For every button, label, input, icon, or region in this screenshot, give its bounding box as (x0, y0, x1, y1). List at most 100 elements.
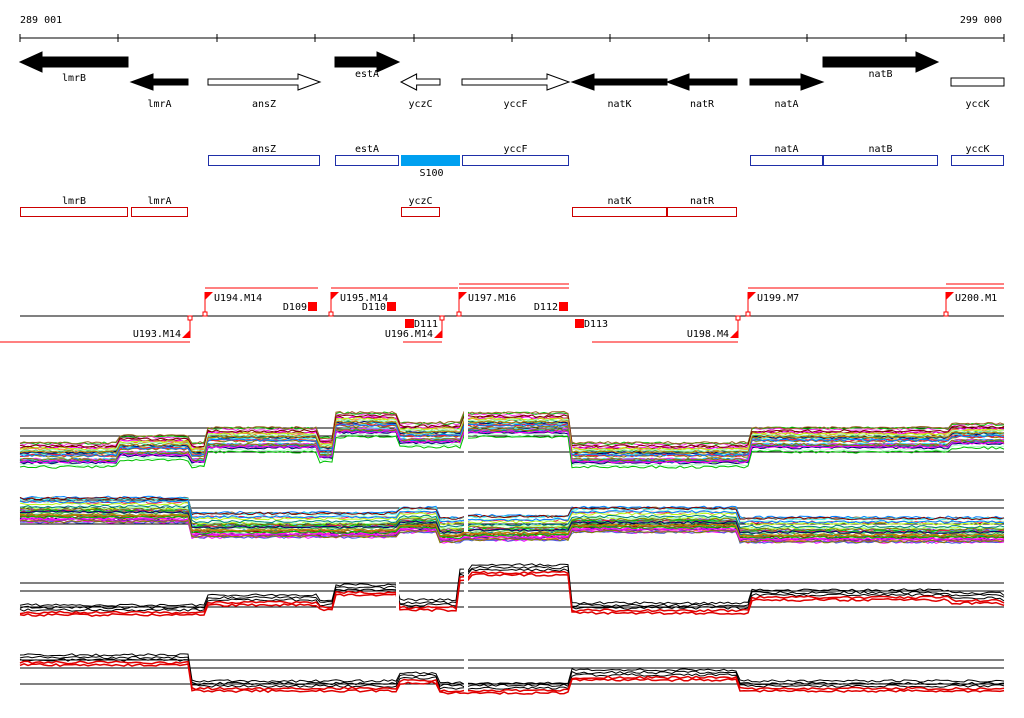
feature-box[interactable] (667, 207, 737, 217)
feature-natB[interactable]: natB (823, 144, 938, 166)
gene-track: lmrB lmrA ansZ estA yczC yccF natK natR natA natB… (18, 51, 1005, 110)
expression-profile (19, 573, 1005, 617)
gene-label: natA (774, 99, 798, 110)
gene-ansZ[interactable]: ansZ (207, 73, 322, 110)
segment-U197.M16[interactable]: U197.M16 (456, 292, 516, 317)
feature-yczC[interactable]: yczC (401, 196, 440, 217)
segment-flag-icon[interactable] (459, 292, 467, 300)
feature-label: lmrA (147, 196, 171, 207)
expression-profile (19, 515, 1005, 539)
expression-profile (19, 519, 1005, 544)
expression-profile (19, 411, 1005, 445)
gene-arrow[interactable] (461, 73, 571, 91)
gene-arrow[interactable] (334, 51, 401, 73)
feature-S100[interactable]: S100 (401, 155, 460, 179)
segment-flag-icon[interactable] (748, 292, 756, 300)
gene-label: natB (868, 69, 892, 80)
segment-U198.M4[interactable]: U198.M4 (687, 315, 741, 340)
feature-label: natA (774, 144, 798, 155)
expression-profile (19, 660, 1005, 693)
feature-box[interactable] (572, 207, 667, 217)
downshift-marker[interactable] (575, 319, 584, 328)
feature-natA[interactable]: natA (750, 144, 823, 166)
gene-yczC[interactable]: yczC (399, 73, 441, 110)
feature-ansZ[interactable]: ansZ (208, 144, 320, 166)
feature-box[interactable] (131, 207, 188, 217)
downshift-marker[interactable] (308, 302, 317, 311)
feature-box[interactable] (208, 155, 320, 166)
gene-natA[interactable]: natA (749, 73, 825, 110)
feature-natK[interactable]: natK (572, 196, 667, 217)
downshift-label: D109 (283, 302, 307, 313)
data-gap (464, 632, 468, 692)
downshift-marker[interactable] (559, 302, 568, 311)
gene-yccK[interactable]: yccK (950, 77, 1005, 110)
downshift-marker[interactable] (387, 302, 396, 311)
gene-lmrB[interactable]: lmrB (18, 51, 129, 84)
gene-estA[interactable]: estA (334, 51, 401, 80)
feature-yccF[interactable]: yccF (462, 144, 569, 166)
downshift-marker[interactable] (405, 319, 414, 328)
feature-box[interactable] (951, 155, 1004, 166)
segment-U199.M7[interactable]: U199.M7 (745, 292, 799, 317)
gene-arrow[interactable] (207, 73, 322, 91)
gene-arrow[interactable] (822, 51, 940, 73)
segment-label: U200.M1 (955, 293, 997, 304)
feature-box[interactable] (20, 207, 128, 217)
gene-arrow[interactable] (18, 51, 129, 73)
gene-arrow[interactable] (129, 73, 189, 91)
downshift-D112[interactable]: D112 (534, 302, 568, 313)
downshift-D110[interactable]: D110 (362, 302, 396, 313)
ruler-start-label: 289 001 (20, 15, 62, 26)
feature-yccK[interactable]: yccK (951, 144, 1004, 166)
expression-profile (19, 502, 1005, 526)
segment-U195.M14[interactable]: U195.M14 (328, 292, 388, 317)
data-gap (464, 472, 468, 532)
gene-arrow[interactable] (399, 73, 441, 91)
segment-flag-icon[interactable] (434, 330, 442, 338)
gene-natK[interactable]: natK (570, 73, 668, 110)
gene-natR[interactable]: natR (665, 73, 738, 110)
expression-profile (19, 414, 1005, 448)
feature-box[interactable] (750, 155, 823, 166)
feature-box[interactable] (335, 155, 399, 166)
segment-U193.M14[interactable]: U193.M14 (133, 315, 193, 340)
gene-label: natR (690, 99, 715, 110)
feature-label: natR (690, 196, 715, 207)
feature-box[interactable] (823, 155, 938, 166)
gene-arrow[interactable] (950, 77, 1005, 87)
feature-lmrA[interactable]: lmrA (131, 196, 188, 217)
segment-U200.M1[interactable]: U200.M1 (943, 292, 997, 317)
feature-box-highlight[interactable] (401, 155, 460, 166)
gene-arrow[interactable] (749, 73, 825, 91)
gene-arrow[interactable] (570, 73, 668, 91)
segment-flag-icon[interactable] (730, 330, 738, 338)
segment-flag-icon[interactable] (182, 330, 190, 338)
feature-box[interactable] (462, 155, 569, 166)
feature-box[interactable] (401, 207, 440, 217)
segment-U194.M14[interactable]: U194.M14 (202, 292, 262, 317)
feature-label: natB (868, 144, 892, 155)
feature-label: ansZ (252, 144, 276, 155)
downshift-label: D112 (534, 302, 558, 313)
expression-profile (19, 423, 1005, 458)
feature-estA[interactable]: estA (335, 144, 399, 166)
downshift-D109[interactable]: D109 (283, 302, 317, 313)
feature-natR[interactable]: natR (667, 196, 737, 217)
expression-profile (19, 420, 1005, 455)
feature-label: yccK (965, 144, 989, 155)
expression-profile (19, 563, 1005, 607)
gene-natB[interactable]: natB (822, 51, 940, 80)
downshift-D113[interactable]: D113 (575, 319, 608, 330)
segment-flag-icon[interactable] (205, 292, 213, 300)
feature-lmrB[interactable]: lmrB (20, 196, 128, 217)
feature-label: yccF (503, 144, 527, 155)
segment-flag-icon[interactable] (331, 292, 339, 300)
segment-flag-icon[interactable] (946, 292, 954, 300)
downshift-D111[interactable]: D111 (405, 319, 438, 330)
gene-arrow[interactable] (665, 73, 738, 91)
segment-U196.M14[interactable]: U196.M14 (385, 315, 445, 340)
expression-profile (19, 570, 1005, 615)
gene-lmrA[interactable]: lmrA (129, 73, 189, 110)
gene-yccF[interactable]: yccF (461, 73, 571, 110)
